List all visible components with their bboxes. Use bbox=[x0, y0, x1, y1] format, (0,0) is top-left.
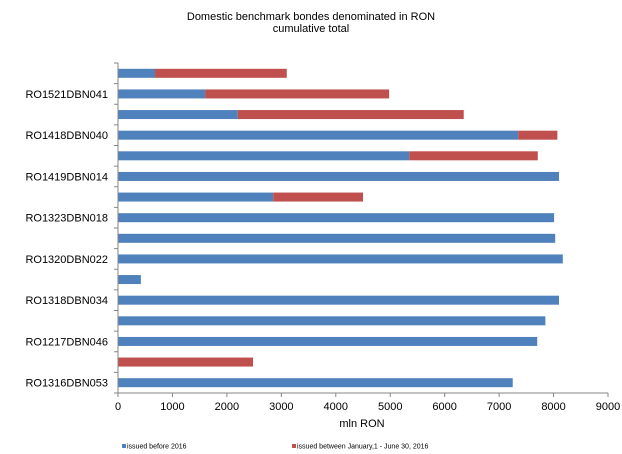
bar-h1-2016-13 bbox=[237, 110, 464, 120]
axes-layer bbox=[114, 62, 609, 397]
x-tick-label: 4000 bbox=[324, 401, 348, 413]
bar-h1-2016-11 bbox=[409, 151, 538, 161]
bar-h1-2016-14 bbox=[205, 89, 390, 99]
bar-before-2016-12 bbox=[118, 130, 519, 140]
x-tick-label: 1000 bbox=[160, 401, 184, 413]
bar-before-2016-7 bbox=[118, 233, 556, 243]
y-tick-label: RO1217DBN046 bbox=[25, 336, 108, 348]
bar-h1-2016-12 bbox=[518, 130, 558, 140]
bar-before-2016-15 bbox=[118, 68, 156, 78]
x-tick-label: 3000 bbox=[269, 401, 293, 413]
bar-before-2016-13 bbox=[118, 110, 238, 120]
bar-h1-2016-15 bbox=[155, 68, 287, 78]
legend: issued before 2016 issued between January… bbox=[122, 444, 429, 451]
bar-h1-2016-1 bbox=[118, 357, 254, 367]
y-tick-label: RO1320DBN022 bbox=[25, 254, 108, 266]
bar-before-2016-11 bbox=[118, 151, 410, 161]
x-tick-label: 6000 bbox=[432, 401, 456, 413]
legend-label-0: issued before 2016 bbox=[127, 444, 187, 451]
legend-label-1: issued between January,1 - June 30, 2016 bbox=[297, 444, 429, 451]
y-tick-labels: RO1316DBN053 RO1217DBN046 RO1318DBN034 RO13… bbox=[25, 89, 108, 390]
bar-before-2016-2 bbox=[118, 336, 538, 346]
bar-before-2016-4 bbox=[118, 295, 559, 305]
chart-title-line-1: Domestic benchmark bondes denominated in… bbox=[187, 11, 435, 23]
y-tick-label: RO1323DBN018 bbox=[25, 213, 108, 225]
x-tick-labels: 0 1000 2000 3000 4000 5000 6000 7000 8000 9000 bbox=[115, 401, 620, 413]
legend-swatch-0 bbox=[122, 444, 126, 448]
y-tick-label: RO1316DBN053 bbox=[25, 378, 108, 390]
bar-before-2016-10 bbox=[118, 171, 559, 181]
bar-before-2016-6 bbox=[118, 254, 563, 264]
legend-swatch-1 bbox=[292, 444, 296, 448]
x-tick-label: 9000 bbox=[596, 401, 620, 413]
chart-title-line-2: cumulative total bbox=[273, 23, 349, 35]
y-tick-label: RO1418DBN040 bbox=[25, 130, 108, 142]
bar-before-2016-5 bbox=[118, 275, 141, 285]
y-tick-label: RO1521DBN041 bbox=[25, 89, 108, 101]
x-tick-label: 0 bbox=[115, 401, 121, 413]
x-tick-label: 2000 bbox=[215, 401, 239, 413]
bar-h1-2016-9 bbox=[273, 192, 363, 202]
x-tick-label: 8000 bbox=[541, 401, 565, 413]
x-tick-label: 5000 bbox=[378, 401, 402, 413]
x-axis-label: mln RON bbox=[339, 418, 384, 430]
x-tick-label: 7000 bbox=[487, 401, 511, 413]
bar-before-2016-8 bbox=[118, 213, 555, 223]
bars-layer bbox=[118, 68, 563, 388]
y-tick-label: RO1318DBN034 bbox=[25, 295, 108, 307]
bar-before-2016-3 bbox=[118, 316, 546, 326]
bar-before-2016-0 bbox=[118, 378, 513, 388]
bar-before-2016-14 bbox=[118, 89, 206, 99]
y-tick-label: RO1419DBN014 bbox=[25, 171, 108, 183]
bar-before-2016-9 bbox=[118, 192, 274, 202]
